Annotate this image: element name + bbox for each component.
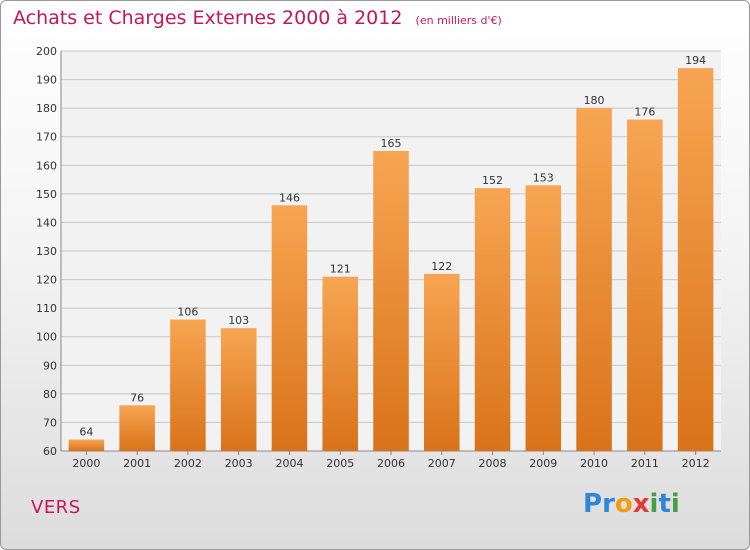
x-tick-label: 2008 [479, 457, 507, 470]
bar-2004 [271, 205, 308, 451]
bar-2003 [220, 328, 257, 451]
y-tick-label: 110 [36, 302, 57, 315]
value-label: 153 [533, 171, 554, 184]
value-label: 165 [381, 137, 402, 150]
y-tick-label: 130 [36, 245, 57, 258]
y-tick-label: 90 [43, 359, 57, 372]
y-tick-label: 160 [36, 159, 57, 172]
value-label: 180 [584, 94, 605, 107]
y-tick-label: 150 [36, 188, 57, 201]
y-tick-label: 170 [36, 131, 57, 144]
x-tick-label: 2010 [580, 457, 608, 470]
logo-letter: P [583, 489, 603, 519]
x-tick-label: 2007 [428, 457, 456, 470]
value-label: 76 [130, 391, 144, 404]
x-tick-label: 2000 [72, 457, 100, 470]
bar-2009 [525, 185, 562, 452]
y-tick-label: 190 [36, 74, 57, 87]
x-tick-label: 2001 [123, 457, 151, 470]
logo-letter: i [670, 489, 680, 519]
value-label: 121 [330, 263, 351, 276]
x-tick-label: 2004 [275, 457, 303, 470]
bar-2000 [68, 439, 105, 451]
y-tick-label: 140 [36, 216, 57, 229]
value-label: 146 [279, 191, 300, 204]
title-row: Achats et Charges Externes 2000 à 2012 (… [13, 7, 502, 29]
x-tick-label: 2005 [326, 457, 354, 470]
value-label: 103 [228, 314, 249, 327]
y-tick-label: 120 [36, 274, 57, 287]
bar-2001 [119, 405, 155, 451]
y-tick-label: 200 [36, 45, 57, 58]
x-tick-label: 2011 [631, 457, 659, 470]
y-tick-label: 180 [36, 102, 57, 115]
x-tick-label: 2012 [682, 457, 710, 470]
bar-2008 [474, 188, 511, 451]
x-tick-label: 2002 [174, 457, 202, 470]
value-label: 122 [431, 260, 452, 273]
bar-2012 [677, 68, 714, 452]
logo-letter: t [658, 489, 671, 519]
logo-letter: x [632, 489, 650, 519]
chart-title: Achats et Charges Externes 2000 à 2012 [13, 7, 403, 29]
bar-2006 [373, 151, 409, 451]
x-tick-label: 2009 [529, 457, 557, 470]
y-tick-label: 60 [43, 445, 57, 458]
bar-2010 [576, 108, 612, 452]
value-label: 194 [685, 54, 706, 67]
value-label: 64 [79, 426, 93, 439]
value-label: 152 [482, 174, 503, 187]
y-tick-label: 80 [43, 388, 57, 401]
x-tick-label: 2006 [377, 457, 405, 470]
logo-letter: o [614, 489, 633, 519]
bar-2002 [170, 319, 206, 451]
bar-2007 [424, 273, 460, 451]
value-label: 106 [177, 306, 198, 319]
x-tick-label: 2003 [225, 457, 253, 470]
logo-letter: r [602, 489, 615, 519]
y-tick-label: 100 [36, 331, 57, 344]
bar-2011 [627, 119, 663, 452]
value-label: 176 [634, 106, 655, 119]
chart-subtitle: (en milliers d'€) [415, 14, 502, 27]
bar-2005 [322, 276, 358, 451]
y-tick-label: 70 [43, 416, 57, 429]
proxiti-logo: Proxiti [583, 489, 680, 519]
logo-letter: i [649, 489, 659, 519]
location-label: VERS [31, 497, 81, 518]
